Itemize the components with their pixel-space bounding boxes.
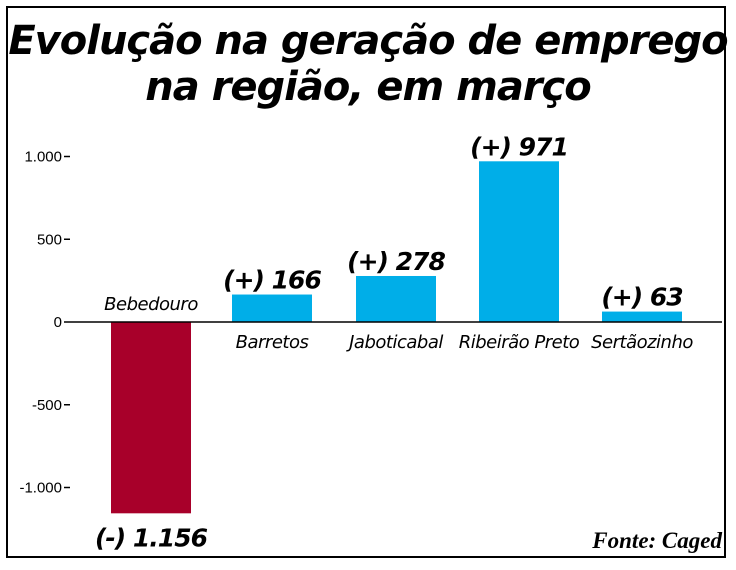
value-label: (-) 1.156 — [95, 523, 208, 552]
value-label: (+) 63 — [601, 283, 682, 312]
value-label: (+) 166 — [223, 266, 321, 295]
value-label: (+) 278 — [347, 247, 445, 276]
y-tick-label: -1.000 — [19, 480, 62, 497]
bar-barretos — [232, 294, 312, 322]
bar-ribeirão-preto — [479, 161, 559, 322]
category-label: Sertãozinho — [591, 332, 693, 353]
y-tick-label: -500 — [32, 397, 62, 414]
bar-bebedouro — [111, 322, 191, 514]
category-label: Bebedouro — [104, 294, 198, 315]
chart-title-line-1: Evolução na geração de emprego — [8, 18, 728, 64]
y-tick-label: 0 — [54, 314, 62, 331]
bar-jaboticabal — [356, 275, 436, 322]
y-tick-label: 1.000 — [24, 149, 62, 166]
value-label: (+) 971 — [470, 132, 568, 161]
category-label: Jaboticabal — [346, 332, 443, 353]
category-label: Barretos — [236, 332, 309, 353]
y-tick-label: 500 — [37, 231, 62, 248]
bar-sertãozinho — [602, 311, 682, 322]
chart-source: Fonte: Caged — [592, 528, 722, 553]
chart-title-line-2: na região, em março — [145, 64, 592, 110]
chart-title: Evolução na geração de emprego na região… — [0, 18, 736, 110]
category-label: Ribeirão Preto — [459, 332, 580, 353]
